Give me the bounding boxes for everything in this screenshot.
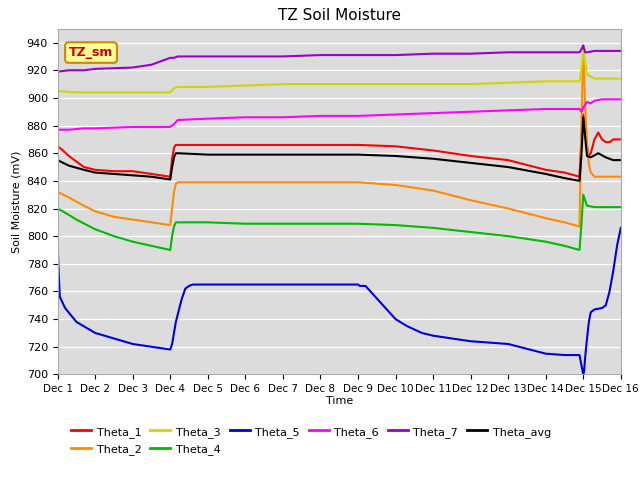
X-axis label: Time: Time (326, 396, 353, 406)
Text: TZ_sm: TZ_sm (69, 46, 113, 59)
Title: TZ Soil Moisture: TZ Soil Moisture (278, 9, 401, 24)
Legend: Theta_1, Theta_2, Theta_3, Theta_4, Theta_5, Theta_6, Theta_7, Theta_avg: Theta_1, Theta_2, Theta_3, Theta_4, Thet… (67, 421, 556, 459)
Y-axis label: Soil Moisture (mV): Soil Moisture (mV) (11, 150, 21, 253)
